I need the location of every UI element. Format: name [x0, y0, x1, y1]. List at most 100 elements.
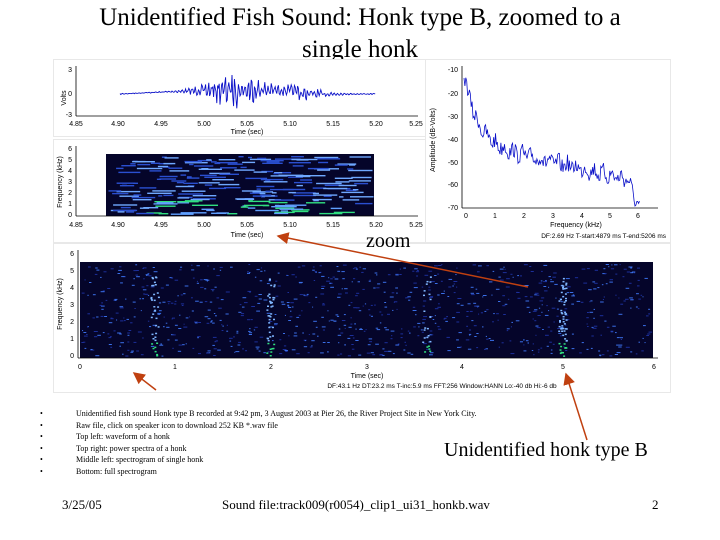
honk-energy-mark	[561, 330, 564, 332]
full-spectrogram-speck	[405, 344, 407, 346]
full-spectrogram-speck	[358, 354, 362, 356]
full-spectrogram-speck	[364, 303, 367, 305]
full-spectrogram-speck	[556, 315, 559, 317]
zoom-callout: zoom	[366, 230, 411, 252]
full-spectrogram-speck	[422, 305, 425, 307]
honk-energy-mark	[559, 321, 561, 323]
full-spectrogram-speck	[372, 354, 376, 356]
zoom-spectrogram-streak	[293, 194, 316, 197]
full-spectrogram-speck	[630, 351, 633, 353]
honk-energy-mark	[565, 284, 568, 286]
zoom-spectrogram-streak	[116, 167, 124, 170]
full-spectrogram-speck	[308, 334, 310, 335]
full-spectrogram-speck	[456, 286, 458, 288]
full-spectrogram-speck	[291, 274, 295, 276]
power-spectrum-ytick: -30	[448, 114, 458, 121]
full-spectrogram-speck	[628, 266, 633, 268]
zoom-spectrogram-xtick: 5.15	[326, 222, 340, 229]
full-spectrogram-speck	[423, 316, 427, 318]
zoom-spectrogram-streak	[351, 176, 372, 179]
honk-energy-mark	[270, 306, 273, 308]
zoom-spectrogram-streak	[282, 188, 306, 191]
full-spectrogram-speck	[467, 303, 471, 305]
zoom-spectrogram-streak	[291, 158, 318, 161]
honk-energy-mark	[151, 299, 153, 301]
full-spectrogram-speck	[83, 335, 88, 337]
full-spectrogram-speck	[393, 301, 395, 303]
full-spectrogram-speck	[199, 301, 203, 303]
full-spectrogram-speck	[424, 274, 429, 276]
full-spectrogram-speck	[601, 354, 605, 356]
full-spectrogram-speck	[178, 344, 183, 346]
full-spectrogram-speck	[389, 296, 394, 298]
zoom-spectrogram-streak	[292, 210, 309, 213]
full-spectrogram-speck	[119, 333, 122, 335]
waveform-xtick: 5.10	[283, 121, 297, 128]
full-spectrogram-speck	[337, 334, 342, 336]
honk-energy-mark	[267, 295, 270, 297]
full-spectrogram-speck	[343, 324, 347, 326]
full-spectrogram-speck	[114, 299, 117, 301]
full-spectrogram-speck	[473, 325, 477, 327]
zoom-spectrogram-streak	[218, 159, 236, 161]
zoom-spectrogram-streak	[183, 182, 198, 184]
full-spectrogram-speck	[590, 347, 593, 349]
full-spectrogram-speck	[297, 266, 301, 268]
full-spectrogram-speck	[326, 280, 330, 282]
full-spectrogram-speck	[548, 286, 550, 288]
full-spectrogram-speck	[143, 293, 145, 295]
full-spectrogram-speck	[430, 296, 434, 298]
title-line-1: Unidentified Fish Sound: Honk type B, zo…	[99, 4, 621, 31]
honk-energy-mark	[429, 298, 432, 301]
honk-energy-mark	[424, 351, 427, 353]
zoom-spectrogram-streak	[295, 175, 311, 178]
zoom-spectrogram-streak	[338, 184, 357, 187]
full-spectrogram-speck	[321, 288, 325, 289]
honk-energy-mark	[565, 339, 568, 342]
full-spectrogram-speck	[610, 330, 614, 332]
zoom-spectrogram-streak	[234, 169, 255, 171]
full-spectrogram-speck	[382, 348, 385, 350]
zoom-spectrogram-streak	[249, 158, 272, 161]
full-spectrogram-speck	[370, 352, 374, 354]
full-spectrogram-speck	[354, 323, 356, 325]
honk-energy-mark	[268, 318, 271, 321]
full-spectrogram-speck	[219, 319, 222, 321]
full-spectrogram-speck	[636, 293, 639, 295]
honk-energy-mark	[565, 282, 568, 285]
honk-energy-mark	[426, 346, 429, 348]
zoom-spectrogram-streak	[260, 194, 272, 196]
full-spectrogram-speck	[198, 353, 201, 355]
honk-energy-mark	[562, 321, 565, 323]
full-spectrogram-speck	[536, 327, 541, 329]
full-spectrogram-speck	[209, 301, 213, 303]
full-spectrogram-speck	[302, 332, 304, 334]
full-spectrogram-speck	[315, 326, 318, 328]
full-spectrogram-speck	[415, 314, 417, 316]
full-spectrogram-speck	[119, 345, 121, 347]
full-spectrogram-speck	[599, 355, 601, 357]
honk-energy-mark	[564, 293, 567, 295]
zoom-spectrogram-streak	[334, 164, 348, 166]
full-spectrogram-speck	[141, 286, 145, 288]
waveform-xtick: 5.25	[409, 121, 423, 128]
full-spectrogram-speck	[200, 286, 204, 288]
power-spectrum-info: DF:2.69 Hz T-start:4879 ms T-end:5206 ms	[541, 233, 667, 240]
zoom-spectrogram-streak	[352, 189, 359, 191]
full-spectrogram-speck	[283, 333, 285, 334]
full-spectrogram-speck	[165, 322, 168, 324]
zoom-spectrogram-streak	[204, 184, 213, 186]
power-spectrum-xtick: 4	[580, 213, 584, 220]
full-spectrogram-speck	[172, 334, 176, 336]
honk-energy-mark	[268, 326, 271, 329]
full-spectrogram-speck	[429, 354, 433, 356]
full-spectrogram-speck	[217, 349, 221, 351]
full-spectrogram-speck	[600, 301, 604, 303]
honk-energy-mark	[562, 334, 565, 337]
full-spectrogram-speck	[510, 273, 513, 275]
honk-energy-mark	[426, 327, 429, 330]
full-spectrogram-speck	[277, 285, 281, 287]
full-spectrogram-speck	[275, 295, 279, 297]
zoom-spectrogram-streak	[241, 190, 261, 192]
zoom-spectrogram-streak	[274, 212, 289, 215]
